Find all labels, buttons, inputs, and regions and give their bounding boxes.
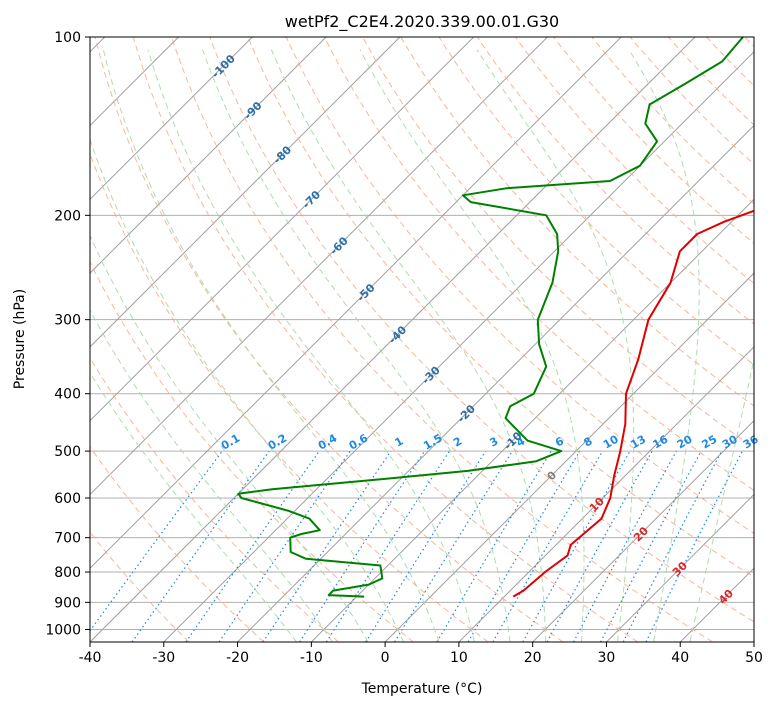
isotherm-line [0, 37, 547, 642]
dry-adiabat-line [745, 37, 775, 642]
mixing-ratio-line [601, 451, 702, 642]
mixing-ratio-label: 1 [393, 435, 406, 450]
isotherm-line [754, 37, 775, 642]
mixing-ratio-label: 0.2 [266, 432, 289, 453]
y-tick-label: 700 [54, 531, 81, 547]
dry-adiabat-line [554, 37, 775, 642]
x-tick-label: -10 [300, 650, 323, 666]
y-tick-label: 800 [54, 565, 81, 581]
x-tick-label: 40 [671, 650, 689, 666]
mixing-ratio-label: 13 [628, 433, 648, 452]
dry-adiabat-line [668, 37, 775, 642]
mixing-ratio-label: 25 [700, 433, 720, 452]
mixing-ratio-label: 0.6 [347, 431, 371, 452]
mixing-ratio-label: 8 [582, 435, 595, 450]
y-ticks: 100 200 300 400 500 600 700 800 900 1000 [45, 30, 90, 638]
mixing-ratio-line [326, 451, 449, 642]
isotherm-line [459, 37, 775, 642]
isotherm-line [311, 37, 775, 642]
y-tick-label: 500 [54, 444, 81, 460]
dry-adiabat-line [592, 37, 775, 642]
dry-adiabat-line [0, 37, 264, 642]
x-tick-label: 20 [524, 650, 542, 666]
isotherm-line [0, 37, 326, 642]
mixing-ratio-line [395, 451, 513, 642]
isotherm-line [606, 37, 775, 642]
y-tick-label: 400 [54, 387, 81, 403]
dry-adiabat-line [19, 37, 414, 642]
dry-adiabat-line [172, 37, 713, 642]
x-tick-label: -30 [152, 650, 175, 666]
moist-adiabat-line [0, 150, 297, 642]
y-tick-label: 900 [54, 595, 81, 611]
y-tick-label: 100 [54, 30, 81, 46]
dry-adiabat-line [57, 37, 488, 642]
mixing-ratio-line [574, 451, 677, 642]
x-ticks: -40 -30 -20 -10 0 10 20 30 40 50 [79, 642, 763, 666]
isotherm-label: -80 [271, 143, 294, 166]
mixing-ratio-line [82, 451, 223, 642]
y-tick-label: 300 [54, 313, 81, 329]
isotherm-line [0, 37, 400, 642]
moist-adiabat-line [629, 50, 699, 642]
dry-adiabat-line [516, 37, 775, 642]
moist-adiabat-line [148, 50, 475, 642]
x-tick-label: -40 [79, 650, 102, 666]
isotherm-line [164, 37, 769, 642]
x-tick-label: -20 [226, 650, 249, 666]
moist-adiabat-line [690, 50, 775, 642]
isotherm-line [680, 37, 775, 642]
dewpoint-profile-line [238, 37, 743, 597]
mixing-ratio-line [300, 451, 425, 642]
moist-adiabat-line [103, 50, 439, 642]
mixing-ratio-label: 16 [651, 432, 671, 451]
dry-adiabat-line [0, 37, 189, 642]
dry-adiabat-line [630, 37, 775, 642]
mixing-ratio-line [219, 451, 350, 642]
dry-adiabat-line [439, 37, 775, 642]
y-axis-label: Pressure (hPa) [12, 289, 28, 389]
moist-adiabat-line [203, 50, 510, 642]
mixing-ratio-label: 3 [487, 435, 500, 450]
dry-adiabat-line [133, 37, 638, 642]
mixing-ratio-line [547, 451, 652, 642]
isotherm-label: -100 [209, 52, 238, 81]
dry-adiabat-line [707, 37, 775, 642]
y-tick-label: 600 [54, 491, 81, 507]
x-tick-label: 50 [745, 650, 763, 666]
mixing-ratio-label: 0.1 [219, 432, 242, 453]
isotherm-line [16, 37, 621, 642]
mixing-ratio-label: 36 [741, 432, 761, 451]
y-tick-label: 1000 [45, 622, 81, 638]
x-tick-label: 30 [598, 650, 616, 666]
mixing-ratio-label: 20 [675, 432, 695, 451]
chart-title: wetPf2_C2E4.2020.339.00.01.G30 [285, 12, 559, 32]
isotherm-line [0, 37, 252, 642]
x-tick-label: 0 [381, 650, 390, 666]
dry-adiabat-line [0, 37, 339, 642]
y-tick-label: 200 [54, 208, 81, 224]
mixing-ratio-label: 2 [451, 435, 464, 450]
mixing-ratio-label: 6 [553, 434, 566, 449]
isotherm-label: -70 [300, 188, 323, 211]
x-tick-label: 10 [450, 650, 468, 666]
x-axis-label: Temperature (°C) [361, 681, 483, 697]
